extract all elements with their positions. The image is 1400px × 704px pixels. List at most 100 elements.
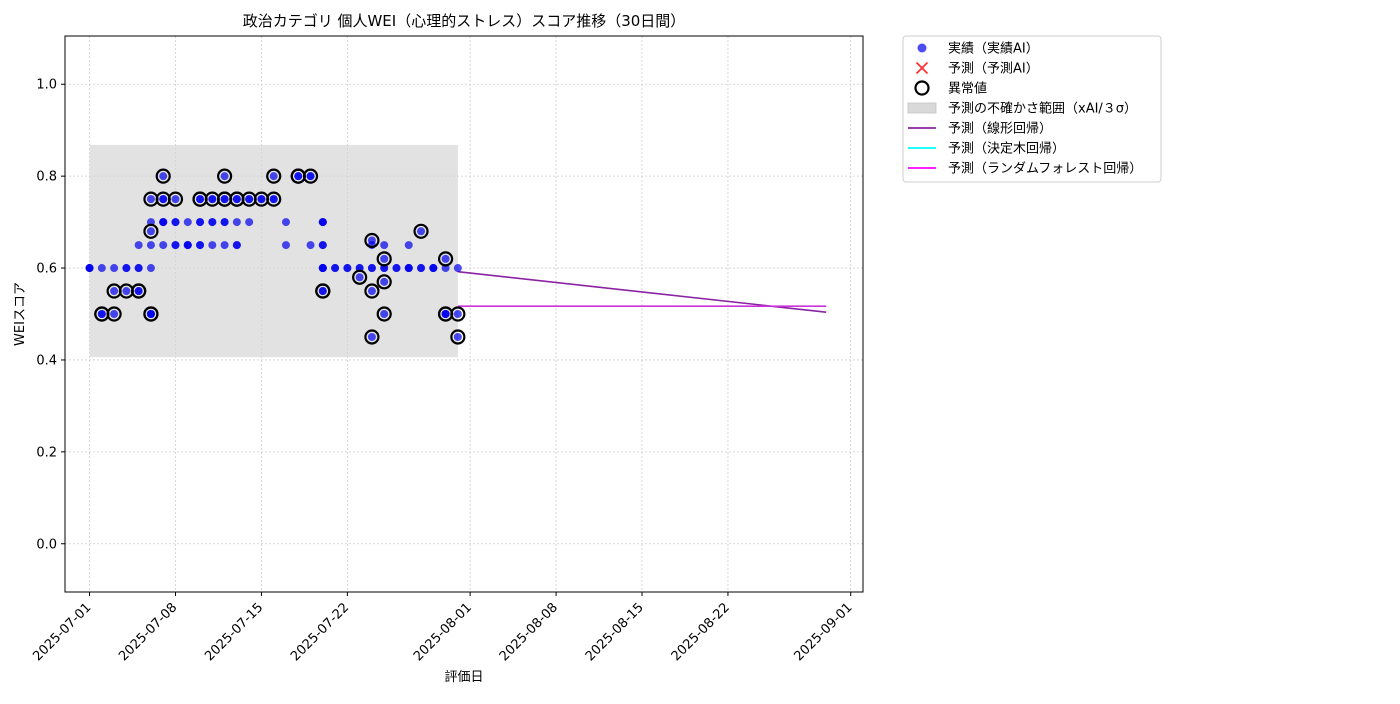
anomaly-ring <box>155 168 171 184</box>
uncertainty-band <box>89 144 458 358</box>
legend-marker-band <box>907 102 937 114</box>
actual-point <box>134 287 143 296</box>
actual-point <box>331 264 340 273</box>
chart-title: 政治カテゴリ 個人WEI（心理的ストレス）スコア推移（30日間） <box>243 12 686 30</box>
actual-point <box>318 241 327 250</box>
y-axis-label: WEIスコア <box>13 282 28 346</box>
actual-point <box>159 218 168 227</box>
plot-frame <box>64 35 864 593</box>
actual-point <box>269 172 278 181</box>
actual-point <box>85 264 94 273</box>
actual-point <box>367 332 376 341</box>
actual-point <box>110 287 119 296</box>
actual-point <box>404 241 413 250</box>
actual-point <box>97 310 106 318</box>
legend-label: 実績（実績AI） <box>948 41 1039 57</box>
actual-point <box>318 287 327 296</box>
actual-point <box>196 218 205 227</box>
actual-point <box>220 241 229 250</box>
actual-point <box>159 172 168 181</box>
actual-point <box>453 332 462 341</box>
legend-label: 予測（線形回帰） <box>948 121 1052 137</box>
actual-point <box>269 195 278 204</box>
anomaly-ring <box>315 283 331 299</box>
y-tick-label: 1.0 <box>36 78 57 93</box>
legend-marker-dot <box>917 43 927 53</box>
actual-point <box>441 254 450 263</box>
actual-point <box>208 218 217 227</box>
actual-point <box>232 241 241 250</box>
legend-label: 予測（予測AI） <box>948 62 1039 77</box>
actual-point <box>146 227 155 236</box>
actual-point <box>441 310 450 318</box>
anomaly-ring <box>376 306 392 322</box>
actual-point <box>110 264 119 273</box>
actual-point <box>245 195 254 204</box>
anomaly-ring <box>217 168 233 184</box>
anomaly-ring <box>352 269 368 285</box>
actual-point <box>196 195 205 204</box>
actual-point <box>97 264 106 273</box>
anomaly-ring <box>376 274 392 290</box>
actual-point <box>159 195 168 204</box>
actual-point <box>220 195 229 204</box>
anomaly-ring <box>376 251 392 267</box>
y-tick-label: 0.6 <box>36 262 57 277</box>
actual-point <box>232 195 241 204</box>
actual-point <box>208 195 217 204</box>
actual-point <box>146 264 155 273</box>
actual-point <box>257 195 266 204</box>
anomaly-ring <box>131 283 147 299</box>
anomaly-ring <box>450 306 466 322</box>
legend-marker-ring <box>914 80 930 96</box>
actual-point <box>159 241 168 250</box>
actual-point <box>134 241 143 250</box>
anomaly-ring <box>143 306 159 322</box>
anomaly-ring <box>413 223 429 239</box>
actual-point <box>245 218 254 227</box>
anomaly-ring <box>450 329 466 345</box>
anomaly-ring <box>364 232 380 249</box>
actual-point <box>281 218 290 227</box>
legend-label: 予測（ランダムフォレスト回帰） <box>948 161 1142 177</box>
actual-point <box>122 264 131 273</box>
actual-point <box>183 218 192 227</box>
actual-point <box>453 310 462 318</box>
actual-point <box>171 218 180 227</box>
actual-point <box>122 287 131 296</box>
actual-point <box>196 241 205 250</box>
anomaly-ring <box>364 329 380 345</box>
actual-point <box>171 195 180 204</box>
actual-point <box>281 241 290 250</box>
y-tick-label: 0.0 <box>36 537 57 552</box>
actual-point <box>232 218 241 227</box>
anomaly-ring <box>266 168 282 184</box>
actual-point <box>208 241 217 250</box>
actual-point <box>392 264 401 273</box>
actual-point <box>220 172 229 181</box>
actual-point <box>306 172 315 181</box>
actual-point <box>367 264 376 273</box>
actual-point <box>380 241 389 250</box>
actual-point <box>380 277 389 286</box>
actual-point <box>134 264 143 273</box>
actual-point <box>220 218 229 227</box>
anomaly-ring <box>437 251 454 267</box>
x-axis-label: 評価日 <box>444 670 483 685</box>
actual-point <box>146 241 155 250</box>
anomaly-ring <box>302 168 319 184</box>
anomaly-ring <box>167 191 184 207</box>
legend-box <box>902 35 1162 183</box>
y-tick-label: 0.4 <box>36 353 57 368</box>
y-tick-label: 0.8 <box>36 170 57 185</box>
actual-point <box>417 227 426 236</box>
actual-point <box>380 310 389 318</box>
actual-point <box>343 264 352 273</box>
actual-point <box>183 241 192 250</box>
legend-label: 異常値 <box>948 81 987 97</box>
legend-label: 予測の不確かさ範囲（xAI/３σ） <box>948 101 1137 117</box>
anomaly-ring <box>266 191 282 207</box>
actual-point <box>306 241 315 250</box>
